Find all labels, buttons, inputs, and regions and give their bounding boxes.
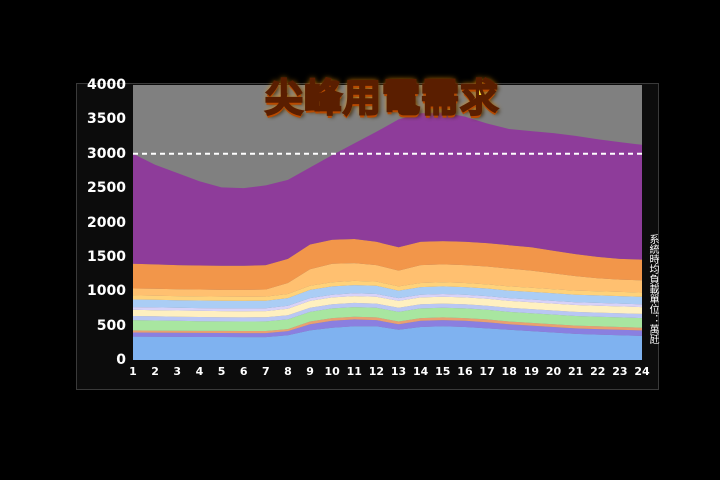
x-tick-label: 10 [324, 365, 340, 378]
x-tick-label: 9 [306, 365, 314, 378]
x-tick-label: 4 [195, 365, 204, 378]
x-tick-label: 14 [413, 365, 429, 378]
y-tick-label: 500 [96, 317, 126, 334]
x-tick-label: 8 [284, 365, 292, 378]
y-tick-label: 1000 [87, 283, 126, 300]
area-layer-10 [133, 263, 642, 297]
x-tick-label: 12 [368, 365, 385, 378]
area-layer-11 [133, 239, 642, 290]
x-tick-label: 19 [523, 365, 539, 378]
x-tick-label: 21 [567, 365, 584, 378]
x-tick-label: 23 [612, 365, 628, 378]
chart-title: 尖峰用電需求 [264, 75, 499, 121]
y-tick-label: 0 [116, 352, 126, 368]
x-tick-label: 17 [479, 365, 495, 378]
area-layer-9 [133, 280, 642, 301]
area-layer-5 [133, 302, 642, 322]
area-layer-8 [133, 285, 642, 309]
x-tick-label: 6 [239, 365, 248, 378]
x-tick-label: 18 [501, 365, 517, 378]
y-tick-label: 3500 [87, 111, 126, 128]
y-tick-label: 3000 [87, 145, 126, 162]
x-tick-label: 2 [151, 365, 159, 378]
x-tick-label: 7 [261, 365, 270, 378]
area-layer-4 [133, 307, 642, 331]
unit-label: 系統時均負載單位：萬瓩 [647, 234, 658, 344]
x-tick-label: 13 [390, 365, 407, 378]
x-tick-label: 22 [590, 365, 606, 378]
x-tick-label: 20 [545, 365, 562, 378]
area-layer-1 [133, 326, 642, 360]
y-tick-label: 2000 [87, 214, 126, 231]
x-tick-label: 11 [346, 365, 362, 378]
x-tick-label: 15 [435, 365, 451, 378]
y-tick-label: 1500 [87, 248, 126, 265]
x-tick-label: 24 [634, 365, 650, 378]
area-layer-6 [133, 296, 642, 318]
y-tick-label: 2500 [87, 180, 126, 197]
x-tick-label: 16 [457, 365, 473, 378]
area-layer-12 [133, 112, 642, 266]
area-layer-3 [133, 316, 642, 334]
y-tick-label: 4000 [87, 77, 126, 93]
x-tick-label: 3 [173, 365, 182, 378]
area-layer-7 [133, 293, 642, 312]
x-tick-label: 1 [129, 365, 137, 378]
x-tick-label: 5 [217, 365, 226, 378]
area-layer-2 [133, 319, 642, 338]
